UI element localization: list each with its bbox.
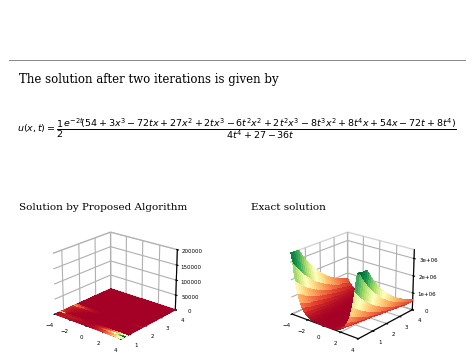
- Text: Solution by Proposed Algorithm: Solution by Proposed Algorithm: [19, 203, 187, 212]
- Text: $u(x,t) = \dfrac{1}{2}\dfrac{e^{-2t}\!\left(54+3x^3-72tx+27x^2+2tx^3-6t^2x^2+2t^: $u(x,t) = \dfrac{1}{2}\dfrac{e^{-2t}\!\l…: [17, 117, 457, 142]
- Text: The solution after two iterations is given by: The solution after two iterations is giv…: [19, 73, 279, 86]
- Text: Exact solution: Exact solution: [251, 203, 326, 212]
